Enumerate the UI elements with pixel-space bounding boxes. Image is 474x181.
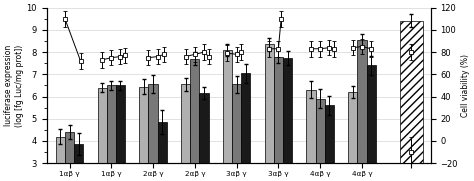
- Bar: [306, 90, 316, 181]
- Bar: [241, 73, 250, 181]
- Bar: [190, 59, 200, 181]
- Bar: [348, 92, 357, 181]
- Bar: [283, 58, 292, 181]
- Bar: [158, 122, 167, 181]
- Y-axis label: luciferase expression
(log [fg Luc/mg prot]): luciferase expression (log [fg Luc/mg pr…: [4, 44, 24, 127]
- Bar: [264, 44, 274, 181]
- Bar: [357, 40, 366, 181]
- Bar: [223, 50, 232, 181]
- Bar: [148, 84, 158, 181]
- Y-axis label: Cell viability (%): Cell viability (%): [461, 54, 470, 117]
- Bar: [181, 84, 190, 181]
- Bar: [116, 85, 125, 181]
- Bar: [366, 66, 376, 181]
- Bar: [325, 105, 334, 181]
- Bar: [107, 85, 116, 181]
- Bar: [200, 93, 209, 181]
- Bar: [232, 84, 241, 181]
- Bar: [56, 136, 65, 181]
- Bar: [98, 88, 107, 181]
- Bar: [65, 132, 74, 181]
- Bar: [400, 21, 423, 181]
- Bar: [74, 144, 83, 181]
- Bar: [139, 87, 148, 181]
- Bar: [274, 56, 283, 181]
- Bar: [316, 99, 325, 181]
